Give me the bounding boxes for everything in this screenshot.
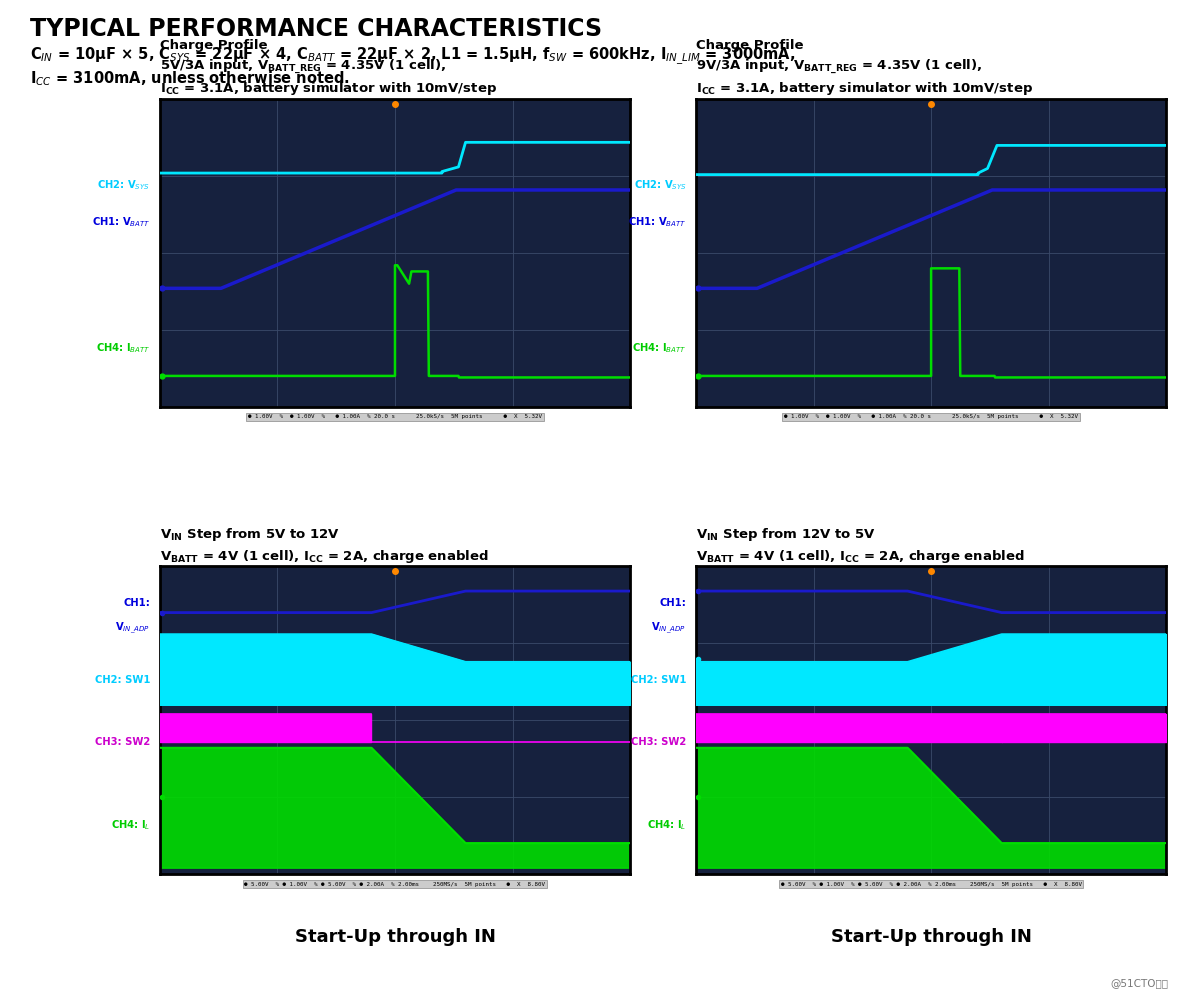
Text: V$_\mathregular{IN}$ Step from 12V to 5V
V$_\mathregular{BATT}$ = 4V (1 cell), I: V$_\mathregular{IN}$ Step from 12V to 5V… — [696, 525, 1024, 565]
Text: I$_{CC}$ = 3100mA, unless otherwise noted.: I$_{CC}$ = 3100mA, unless otherwise note… — [30, 70, 349, 88]
Text: CH2: SW1: CH2: SW1 — [631, 675, 687, 685]
Text: C$_{IN}$ = 10μF × 5, C$_{SYS}$ = 22μF × 4, C$_{BATT}$ = 22μF × 2, L1 = 1.5μH, f$: C$_{IN}$ = 10μF × 5, C$_{SYS}$ = 22μF × … — [30, 46, 794, 67]
Text: CH3: SW2: CH3: SW2 — [631, 737, 687, 747]
Text: ● 5.00V  % ● 1.00V  % ● 5.00V  % ● 2.00A  % 2.00ms    250MS/s  5M points   ●  X : ● 5.00V % ● 1.00V % ● 5.00V % ● 2.00A % … — [780, 882, 1082, 887]
Text: V$_{IN\_ADP}$: V$_{IN\_ADP}$ — [651, 621, 687, 636]
Text: V$_{IN\_ADP}$: V$_{IN\_ADP}$ — [115, 621, 150, 636]
Text: @51CTO博客: @51CTO博客 — [1111, 978, 1169, 988]
Text: ● 1.00V  %  ● 1.00V  %   ● 1.00A  % 20.0 s      25.0kS/s  5M points      ●  X  5: ● 1.00V % ● 1.00V % ● 1.00A % 20.0 s 25.… — [784, 414, 1079, 419]
Text: Charge Profile
9V/3A input, V$_\mathregular{BATT\_REG}$ = 4.35V (1 cell),
I$_\ma: Charge Profile 9V/3A input, V$_\mathregu… — [696, 40, 1032, 97]
Text: V$_\mathregular{IN}$ Step from 5V to 12V
V$_\mathregular{BATT}$ = 4V (1 cell), I: V$_\mathregular{IN}$ Step from 5V to 12V… — [160, 525, 489, 565]
Text: CH4: I$_L$: CH4: I$_L$ — [646, 818, 687, 831]
Text: TYPICAL PERFORMANCE CHARACTERISTICS: TYPICAL PERFORMANCE CHARACTERISTICS — [30, 17, 601, 41]
Text: CH2: SW1: CH2: SW1 — [95, 675, 150, 685]
Text: ● 5.00V  % ● 1.00V  % ● 5.00V  % ● 2.00A  % 2.00ms    250MS/s  5M points   ●  X : ● 5.00V % ● 1.00V % ● 5.00V % ● 2.00A % … — [244, 882, 546, 887]
Text: CH1:: CH1: — [123, 599, 150, 609]
Text: CH2: V$_{SYS}$: CH2: V$_{SYS}$ — [633, 179, 687, 193]
Text: Start-Up through IN: Start-Up through IN — [295, 928, 495, 946]
Text: CH4: I$_L$: CH4: I$_L$ — [111, 818, 150, 831]
Text: CH1: V$_{BATT}$: CH1: V$_{BATT}$ — [628, 215, 687, 229]
Text: CH4: I$_{BATT}$: CH4: I$_{BATT}$ — [632, 342, 687, 355]
Text: Start-Up through IN: Start-Up through IN — [831, 928, 1031, 946]
Text: CH1: V$_{BATT}$: CH1: V$_{BATT}$ — [92, 215, 150, 229]
Text: CH2: V$_{SYS}$: CH2: V$_{SYS}$ — [97, 179, 150, 193]
Text: Charge Profile
5V/3A input, V$_\mathregular{BATT\_REG}$ = 4.35V (1 cell),
I$_\ma: Charge Profile 5V/3A input, V$_\mathregu… — [160, 40, 497, 97]
Text: ● 1.00V  %  ● 1.00V  %   ● 1.00A  % 20.0 s      25.0kS/s  5M points      ●  X  5: ● 1.00V % ● 1.00V % ● 1.00A % 20.0 s 25.… — [247, 414, 542, 419]
Text: CH1:: CH1: — [659, 599, 687, 609]
Text: CH3: SW2: CH3: SW2 — [95, 737, 150, 747]
Text: CH4: I$_{BATT}$: CH4: I$_{BATT}$ — [96, 342, 150, 355]
